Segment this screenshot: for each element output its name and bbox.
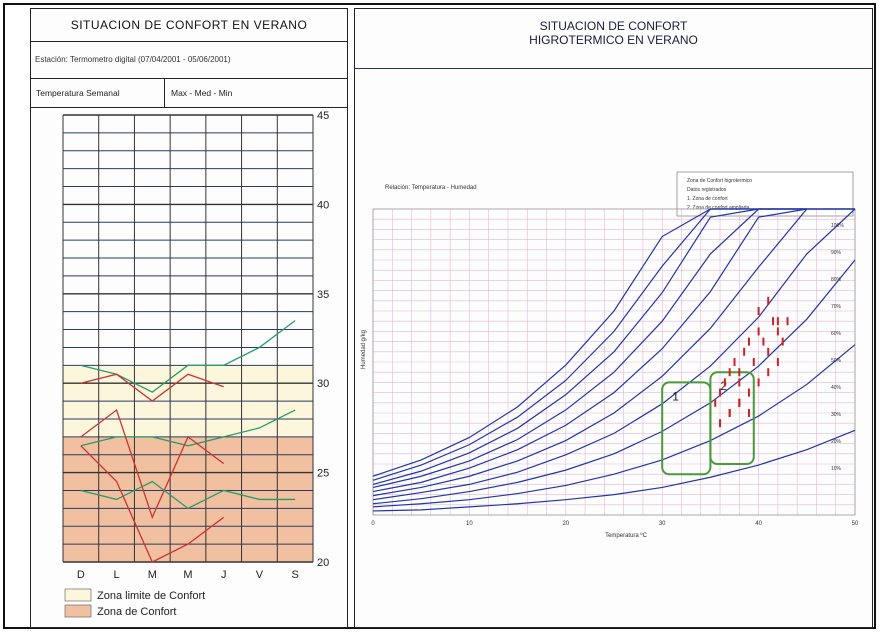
data-point: [738, 368, 741, 377]
rh-curve: [372, 208, 807, 481]
data-point: [738, 398, 741, 407]
rh-curve: [372, 208, 856, 501]
data-point: [728, 409, 731, 417]
psychrometric-chart: Relación: Temperatura - Humedad Zona de C…: [361, 171, 859, 539]
series-legend: Max - Med - Min: [171, 88, 233, 98]
legend-text: 1. Zona de confort: [687, 196, 728, 202]
data-point: [719, 419, 722, 428]
x-tick-label: L: [114, 569, 120, 581]
data-point: [767, 347, 770, 356]
left-panel-title: SITUACION DE CONFORT EN VERANO: [31, 9, 347, 42]
data-point: [719, 388, 722, 397]
rh-curve: [372, 208, 807, 485]
curve-label: 20%: [831, 439, 842, 445]
data-point: [747, 409, 750, 417]
curve-label: 40%: [831, 385, 842, 391]
curve-label: 30%: [831, 412, 842, 418]
legend-label: Zona limite de Confort: [97, 590, 205, 602]
data-point: [776, 358, 779, 366]
data-point: [757, 327, 760, 336]
x-tick-label: 30: [659, 521, 666, 527]
station-info: Estación: Termometro digital (07/04/2001…: [31, 41, 347, 79]
x-tick-label: 20: [562, 521, 569, 527]
rh-curve: [372, 208, 807, 489]
curve-label: 80%: [831, 277, 842, 283]
y-tick-label: 20: [317, 557, 329, 569]
rh-curve: [372, 259, 856, 505]
data-point: [767, 296, 770, 305]
curve-label: 10%: [831, 466, 842, 472]
series-line-med: [80, 409, 296, 447]
series-line-min: [80, 480, 296, 510]
y-tick-label: 30: [317, 378, 329, 390]
x-tick-label: M: [183, 569, 192, 581]
x-tick-label: M: [148, 569, 157, 581]
comfort-zone-1: [661, 381, 712, 476]
y-axis-label: Humedad g/kg: [361, 330, 367, 369]
rh-curve: [372, 344, 856, 508]
x-tick-label: 10: [466, 521, 473, 527]
y-tick-label: 35: [317, 289, 329, 301]
rh-curve: [372, 208, 855, 493]
x-tick-label: D: [77, 569, 85, 581]
x-axis-label: Temperatura ºC: [605, 532, 648, 539]
data-point: [781, 337, 784, 346]
outer-frame: [3, 3, 876, 629]
x-tick-label: 40: [755, 521, 762, 527]
title-line-1: SITUACION DE CONFORT: [539, 19, 688, 33]
data-point: [776, 317, 779, 326]
data-point: [714, 398, 717, 407]
comfort-zone-2: [709, 371, 755, 466]
y-tick-label: 45: [317, 110, 329, 122]
curve-label: 90%: [831, 250, 842, 256]
x-tick-label: V: [256, 569, 264, 581]
legend-text: Zona de Confort higrotermico: [687, 178, 752, 184]
data-point: [772, 317, 775, 326]
x-tick-label: 50: [852, 521, 859, 527]
tab-temperature[interactable]: Temperatura Semanal: [31, 79, 165, 107]
data-point: [752, 358, 755, 366]
data-point: [747, 388, 750, 397]
legend-text: 2. Zona de confort ampliada: [687, 205, 749, 211]
chart-note: Relación: Temperatura - Humedad: [385, 185, 477, 191]
series-row: Temperatura Semanal Max - Med - Min: [31, 79, 347, 108]
plot-frame: [372, 208, 856, 516]
curve-label: 50%: [831, 358, 842, 364]
weekly-temperature-panel: SITUACION DE CONFORT EN VERANO Estación:…: [30, 8, 348, 628]
data-point: [747, 337, 750, 346]
psychrometric-panel: SITUACION DE CONFORT HIGROTERMICO EN VER…: [354, 8, 873, 628]
data-point: [762, 337, 765, 346]
curve-label: 100%: [831, 223, 844, 229]
series-line-med: [80, 408, 225, 520]
weekly-temperature-chart: 20 25 30 35 40 45 D L M M J V S Zona limite de Confor…: [62, 110, 329, 618]
rh-curve: [372, 429, 856, 512]
legend-label: Zona de Confort: [97, 606, 177, 618]
data-point: [733, 358, 736, 366]
data-point: [776, 327, 779, 336]
y-tick-label: 25: [317, 468, 329, 480]
legend-text: Datos registrados: [687, 187, 727, 193]
data-point: [757, 307, 760, 315]
x-tick-label: S: [291, 569, 298, 581]
y-tick-label: 40: [317, 199, 329, 211]
data-point: [767, 368, 770, 377]
zone-label: 1: [672, 389, 679, 403]
rh-curve: [372, 208, 855, 497]
data-point: [728, 368, 731, 377]
x-tick-label: J: [221, 569, 227, 581]
legend-swatch: [64, 604, 92, 618]
x-tick-label: 0: [371, 521, 375, 527]
curve-label: 70%: [831, 304, 842, 310]
data-point: [786, 317, 789, 326]
title-line-2: HIGROTERMICO EN VERANO: [529, 33, 698, 47]
data-point: [743, 347, 746, 356]
curve-label: 60%: [831, 331, 842, 337]
data-point: [738, 378, 741, 387]
series-line-min: [80, 445, 225, 563]
right-panel-title: SITUACION DE CONFORT HIGROTERMICO EN VER…: [355, 9, 872, 69]
data-point: [723, 378, 726, 387]
series-line-max: [80, 373, 224, 402]
data-point: [757, 378, 760, 387]
legend-swatch: [64, 588, 92, 602]
